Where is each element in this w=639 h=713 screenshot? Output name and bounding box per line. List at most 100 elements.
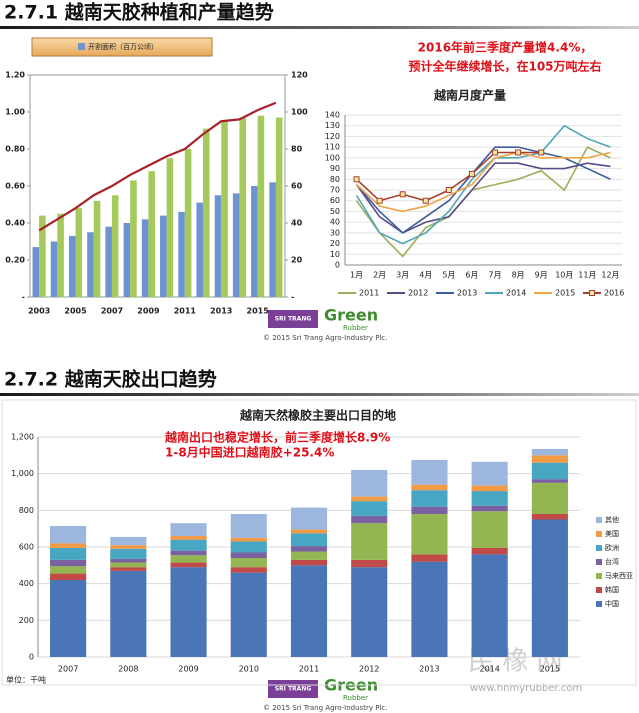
bar-segment — [110, 562, 147, 568]
y-tick-label: 70 — [330, 186, 340, 195]
x-tick-label: 5月 — [442, 271, 455, 280]
annotation: 越南出口也稳定增长，前三季度增长8.9% — [164, 430, 390, 445]
bar — [57, 213, 64, 297]
chart-title: 越南天然橡胶主要出口目的地 — [239, 408, 396, 423]
logo-sub: Rubber — [343, 324, 368, 332]
x-tick-label: 10月 — [555, 271, 573, 280]
plot-frame — [29, 74, 286, 298]
marker — [422, 197, 429, 204]
bar-segment — [531, 448, 568, 456]
watermark-url: www.hnmyrubber.com — [470, 683, 582, 694]
bar-segment — [50, 547, 87, 560]
bar-segment — [230, 537, 267, 542]
bar-segment — [110, 570, 147, 657]
x-tick-label: 2011 — [174, 307, 197, 316]
bar-segment — [170, 562, 207, 568]
bar — [32, 247, 40, 297]
bar — [232, 193, 240, 297]
x-tick-label: 2012 — [359, 665, 379, 674]
y-tick-label: 110 — [325, 143, 340, 152]
bar-segment — [471, 491, 508, 506]
bar-segment — [50, 559, 87, 567]
y-tick-label: 800 — [19, 506, 34, 515]
legend-swatch — [596, 587, 602, 593]
bar-segment — [290, 529, 328, 534]
y-tick-label: 80 — [330, 175, 340, 184]
chart-frame — [1, 399, 637, 686]
bar-segment — [290, 533, 328, 547]
x-tick-label: 2007 — [58, 665, 78, 674]
bar-segment — [531, 462, 568, 480]
legend-label: 2013 — [457, 289, 477, 298]
x-tick-label: 2015 — [247, 307, 270, 316]
legend-label: 其他 — [605, 515, 619, 524]
bar-segment — [471, 461, 508, 486]
bar — [130, 180, 137, 297]
bar-segment — [471, 547, 508, 555]
x-tick-label: 2009 — [178, 665, 198, 674]
legend-label: 开割面积（百万公顷） — [88, 42, 158, 51]
bar — [221, 121, 228, 297]
x-tick-label: 6月 — [465, 271, 478, 280]
y-tick-label: 1.00 — [5, 108, 25, 117]
bar — [75, 208, 83, 297]
legend-box — [31, 37, 213, 57]
logo-copyright: © 2015 Sri Trang Agro-Industry Plc. — [263, 704, 387, 712]
bar — [87, 232, 94, 297]
bar — [123, 223, 131, 297]
y-tick-label: 10 — [330, 250, 340, 259]
bar — [251, 186, 258, 297]
bar-segment — [110, 548, 147, 559]
legend-swatch — [596, 573, 602, 579]
bar-segment — [290, 546, 328, 552]
marker — [445, 187, 452, 193]
section-rule — [0, 26, 639, 29]
bar-segment — [50, 525, 87, 544]
y2-tick-label: 20 — [291, 256, 303, 265]
y2-tick-label: 60 — [291, 182, 303, 191]
legend-label: 2011 — [359, 289, 379, 298]
y-tick-label: 140 — [325, 111, 340, 120]
bar — [257, 115, 265, 297]
y-tick-label: 0.20 — [5, 256, 25, 265]
legend-label: 欧洲 — [605, 543, 619, 552]
y-tick-label: 200 — [19, 616, 34, 625]
legend-label: 2015 — [555, 289, 575, 298]
legend-swatch — [78, 43, 85, 50]
bar-segment — [50, 580, 87, 657]
y2-tick-label: 40 — [291, 219, 303, 228]
bar-segment — [351, 501, 388, 516]
bar-segment — [531, 482, 568, 514]
bar-segment — [411, 554, 448, 562]
y-tick-label: 1,000 — [11, 469, 34, 478]
bar-segment — [411, 490, 448, 507]
x-tick-label: 12月 — [601, 271, 619, 280]
y-tick-label: 50 — [330, 207, 340, 216]
bar-segment — [411, 514, 448, 555]
bar — [148, 171, 155, 297]
x-tick-label: 3月 — [396, 271, 409, 280]
bar — [275, 117, 283, 297]
bar-segment — [50, 566, 87, 574]
bar-segment — [170, 550, 207, 556]
y-tick-label: 130 — [325, 121, 340, 130]
bar-segment — [351, 523, 388, 560]
x-tick-label: 2011 — [299, 665, 319, 674]
bar-segment — [411, 484, 448, 491]
bar-segment — [351, 559, 388, 568]
logo-brand: SRI TRANG — [275, 686, 312, 693]
y-tick-label: 120 — [325, 132, 340, 141]
marker — [515, 149, 522, 156]
bar-segment — [230, 541, 267, 553]
line — [355, 146, 611, 234]
y-tick-label: 1,200 — [11, 433, 34, 442]
marker — [376, 197, 383, 204]
legend-marker — [589, 290, 595, 296]
bar-segment — [110, 567, 147, 571]
x-tick-label: 2009 — [137, 307, 160, 316]
bar — [239, 117, 247, 297]
bar — [50, 241, 58, 297]
marker — [538, 149, 545, 156]
legend-label: 韩国 — [605, 585, 619, 594]
annotation: 预计全年继续增长，在105万吨左右 — [408, 59, 601, 74]
